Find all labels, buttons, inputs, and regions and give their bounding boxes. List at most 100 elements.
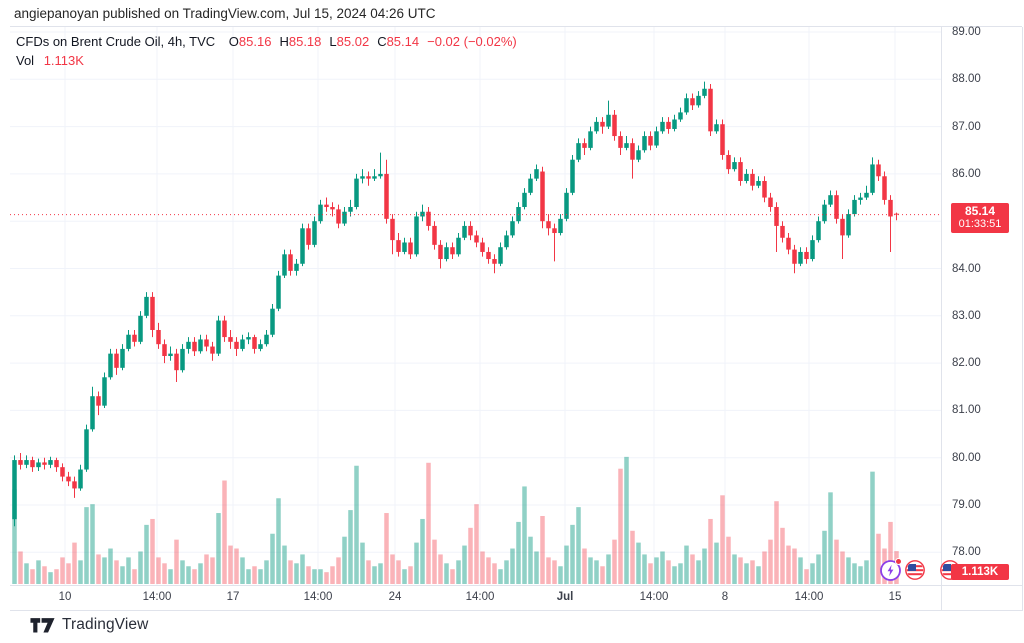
tradingview-attribution[interactable]: TradingView [30,616,148,634]
price-axis-label: 78.00 [952,546,981,559]
candle-body [306,228,311,245]
volume-bar [756,566,761,584]
candle-body [342,211,347,224]
price-axis-label: 83.00 [952,309,981,322]
volume-bar [552,560,557,584]
candle-body [12,460,17,520]
candle-body [726,154,731,170]
time-axis[interactable]: 10 14:00 17 14:00 24 14:00 Jul 14:00 8 14:00 15 [10,586,941,610]
time-axis-label: 14:00 [142,591,172,603]
candle-body [450,247,455,255]
candle-body [102,377,107,406]
volume-bar [462,545,467,584]
volume-bar [702,548,707,584]
volume-label[interactable]: Vol [16,53,35,68]
price-axis-label: 81.00 [952,404,981,417]
volume-bar [810,563,815,584]
candle-body [264,334,269,345]
volume-bar [690,554,695,584]
price-axis-label: 87.00 [952,120,981,133]
candle-body [186,341,191,349]
candle-body [876,164,881,177]
lightning-event-icon[interactable] [880,557,902,581]
volume-bar [660,551,665,584]
volume-bar [72,542,77,584]
volume-bar [312,569,317,584]
volume-bar [558,566,563,584]
volume-bar [156,557,161,584]
volume-bar [258,569,263,584]
candle-body [690,98,695,106]
volume-bar [18,551,23,584]
candle-body [360,176,365,179]
candle-body [66,476,71,482]
candle-body [258,344,263,349]
candle-body [474,235,479,243]
volume-bar [174,539,179,584]
volume-bar [852,563,857,584]
volume-bar [654,557,659,584]
candle-body [570,159,575,193]
candle-body [540,171,545,222]
volume-bar [360,542,365,584]
candle-body [132,334,137,342]
price-axis[interactable]: 89.00 88.00 87.00 86.00 84.00 83.00 82.00 81.00… [942,26,1022,585]
candle-body [276,275,281,309]
candle-body [504,235,509,248]
candle-body [30,460,35,468]
volume-bar [762,551,767,584]
candle-body [312,221,317,245]
volume-bar [834,539,839,584]
candle-body [24,460,29,465]
volume-bar [486,557,491,584]
volume-bar [348,510,353,584]
candle-body [564,192,569,219]
time-axis-label: Jul [556,591,574,603]
chart-plot-area[interactable] [10,27,941,585]
attribution-text: angiepanoyan published on TradingView.co… [14,6,436,21]
volume-bar [306,566,311,584]
volume-bar [480,551,485,584]
candle-body [594,121,599,132]
candle-body [402,242,407,252]
candle-body [672,119,677,129]
candle-body [666,121,671,129]
candle-body [840,218,845,236]
last-price-badge: 85.14 01:33:51 [951,202,1009,233]
candle-body [498,247,503,264]
volume-bar [840,551,845,584]
candle-body [600,121,605,127]
candle-body [168,353,173,357]
volume-bar [228,545,233,584]
candle-body [192,341,197,352]
candle-body [174,353,179,371]
volume-bar [576,507,581,584]
volume-bar [498,569,503,584]
symbol-title[interactable]: CFDs on Brent Crude Oil, 4h, TVC [16,34,216,49]
price-axis-label: 80.00 [952,451,981,464]
volume-bar [828,492,833,584]
candle-body [744,173,749,181]
low-value: 85.02 [336,34,370,49]
volume-bar [294,563,299,584]
candle-body [384,173,389,219]
close-label: C [377,34,387,49]
us-flag-event-icon[interactable] [905,559,926,581]
volume-bar [168,569,173,584]
volume-bar [12,489,17,584]
candle-body [18,460,23,465]
bar-countdown: 01:33:51 [958,217,1002,230]
volume-bar [42,566,47,584]
volume-bar [720,495,725,584]
candle-body [636,150,641,160]
volume-bar [642,554,647,584]
volume-bar [366,560,371,584]
volume-bar [708,518,713,584]
volume-bar [30,569,35,584]
candlestick-plot[interactable] [10,27,941,585]
candle-body [648,136,653,146]
candle-body [282,254,287,276]
candle-body [300,228,305,264]
candle-body [468,225,473,236]
candle-body [612,114,617,137]
